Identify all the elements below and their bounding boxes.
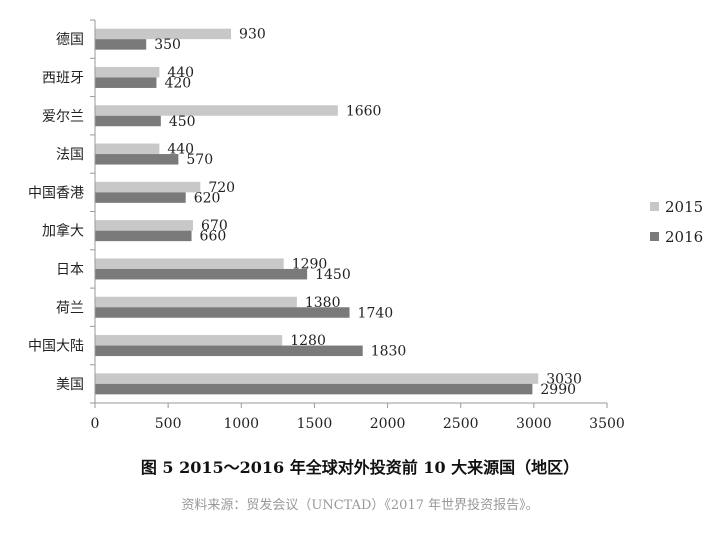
bar-2016 (95, 268, 308, 280)
bar-2015 (95, 373, 539, 384)
bar-2016 (95, 230, 192, 242)
value-label: 1660 (346, 103, 382, 119)
x-tick-label: 0 (91, 416, 100, 432)
value-label: 1830 (371, 344, 407, 360)
value-label: 620 (194, 190, 221, 206)
x-tick-label: 500 (155, 416, 182, 432)
x-tick-label: 1500 (297, 416, 333, 432)
bar-2016 (95, 154, 179, 165)
legend-label-2016: 2016 (665, 228, 703, 246)
value-label: 670 (201, 218, 228, 234)
value-label: 420 (164, 75, 191, 91)
bar-2015 (95, 335, 283, 346)
value-label: 350 (154, 37, 181, 53)
bar-2015 (95, 220, 194, 231)
value-label: 930 (239, 27, 266, 43)
bar-2016 (95, 115, 161, 127)
category-label: 中国香港 (28, 185, 84, 201)
value-label: 450 (169, 114, 196, 130)
value-label: 1740 (358, 305, 394, 321)
bar-2015 (95, 105, 338, 116)
category-label: 爱尔兰 (42, 109, 84, 125)
bar-2015 (95, 296, 297, 308)
axes-group: 0 500 1000 1500 2000 2500 3000 3500 (90, 19, 625, 432)
value-label: 2990 (540, 382, 576, 398)
value-labels: 9303504404201660450440570720620670660129… (154, 27, 582, 398)
value-label: 570 (186, 152, 213, 168)
bar-2015 (95, 258, 284, 269)
value-label: 1380 (305, 295, 341, 311)
category-label: 西班牙 (42, 70, 84, 86)
bar-2015 (95, 28, 232, 40)
value-label: 720 (208, 180, 235, 196)
value-label: 660 (200, 229, 227, 245)
bar-2015 (95, 143, 160, 155)
legend-label-2015: 2015 (665, 198, 703, 216)
bar-2016 (95, 192, 186, 203)
value-label: 3030 (546, 371, 582, 387)
bar-2016 (95, 307, 350, 318)
x-tick-label: 3000 (516, 416, 552, 432)
value-label: 1280 (290, 333, 326, 349)
x-tick-label: 1000 (223, 416, 259, 432)
chart-title: 图 5 2015～2016 年全球对外投资前 10 大来源国（地区） (140, 458, 580, 477)
value-label: 1290 (292, 256, 328, 272)
bars-group (95, 28, 539, 395)
x-tick-label: 2000 (370, 416, 406, 432)
bar-2016 (95, 383, 533, 395)
value-label: 440 (167, 142, 194, 158)
bar-2016 (95, 345, 363, 357)
legend: 2015 2016 (650, 198, 703, 246)
category-label: 加拿大 (42, 223, 84, 240)
bar-2016 (95, 39, 147, 50)
value-label: 1450 (315, 267, 351, 283)
category-label: 中国大陆 (28, 339, 84, 355)
category-label: 法国 (56, 147, 84, 163)
bar-2015 (95, 181, 201, 193)
category-label: 美国 (56, 377, 84, 393)
source-note: 资料来源：贸发会议（UNCTAD）《2017 年世界投资报告》。 (181, 498, 539, 513)
x-tick-label: 3500 (589, 416, 625, 432)
value-label: 440 (167, 65, 194, 81)
category-label: 荷兰 (56, 300, 84, 316)
bar-2015 (95, 66, 160, 78)
category-label: 日本 (56, 262, 84, 278)
legend-swatch-2015 (650, 202, 659, 211)
category-label: 德国 (56, 32, 84, 48)
x-tick-label: 2500 (443, 416, 479, 432)
legend-swatch-2016 (650, 232, 659, 241)
bar-2016 (95, 77, 157, 88)
